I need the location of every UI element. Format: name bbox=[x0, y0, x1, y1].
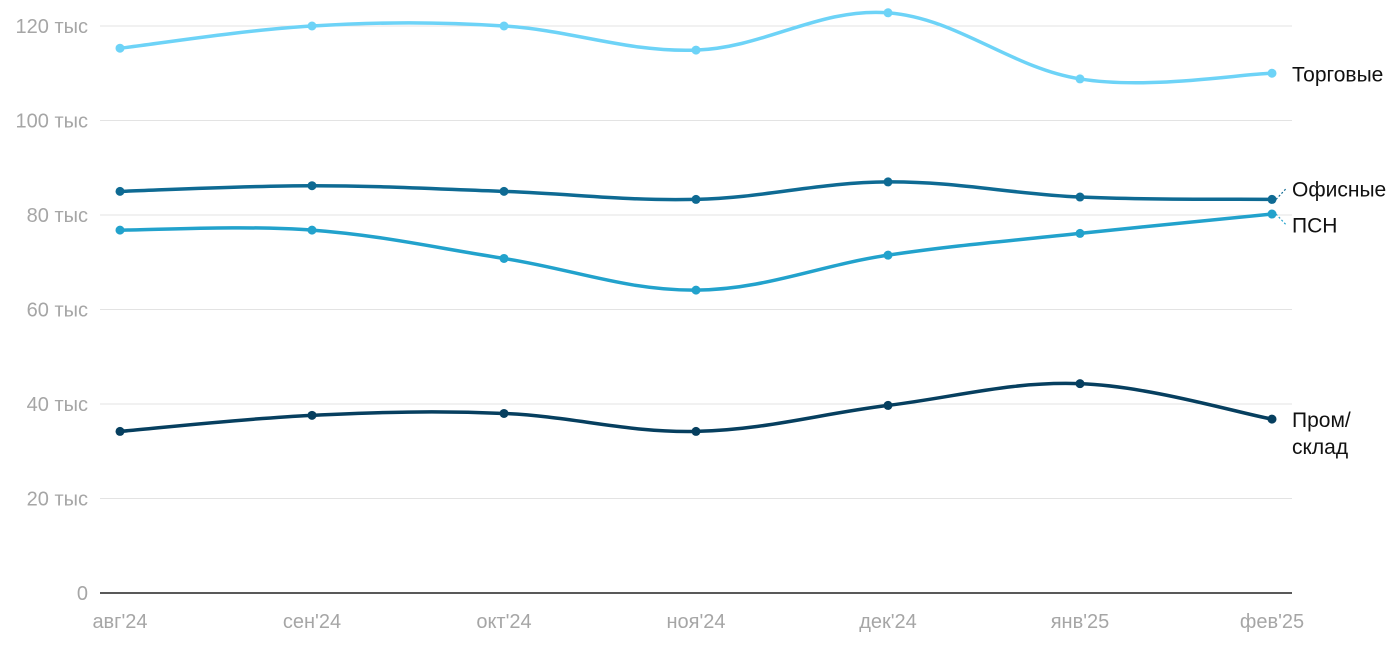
grid bbox=[100, 25, 1292, 594]
series-label-пром-склад: Пром/склад bbox=[1292, 409, 1351, 459]
y-tick-label: 20 тыс bbox=[27, 489, 88, 511]
data-point-торговые bbox=[115, 43, 125, 53]
series-line-псн bbox=[118, 212, 1274, 292]
series-label-псн: ПСН bbox=[1292, 215, 1337, 238]
y-tick-label: 120 тыс bbox=[16, 16, 88, 38]
data-point-пром-склад bbox=[307, 410, 317, 420]
series-line-пром-склад bbox=[118, 381, 1274, 434]
x-tick-label: дек'24 bbox=[859, 611, 917, 633]
data-point-псн bbox=[115, 225, 125, 235]
series-labels: Торговые Офисные ПСН Пром/склад bbox=[1275, 63, 1386, 459]
x-tick-label: сен'24 bbox=[283, 611, 341, 633]
y-tick-label: 40 тыс bbox=[27, 394, 88, 416]
label-leader-офисные bbox=[1275, 188, 1287, 200]
data-point-пром-склад bbox=[883, 400, 893, 410]
y-tick-label: 80 тыс bbox=[27, 205, 88, 227]
series-label-line: Торговые bbox=[1292, 63, 1383, 86]
data-point-торговые bbox=[883, 8, 893, 18]
x-tick-label: авг'24 bbox=[92, 611, 147, 633]
series-label-line: Пром/ bbox=[1292, 409, 1351, 432]
y-tick-label: 100 тыс bbox=[16, 111, 88, 133]
data-point-псн bbox=[883, 250, 893, 260]
data-point-псн bbox=[499, 253, 509, 263]
series-label-торговые: Торговые bbox=[1292, 63, 1383, 86]
x-tick-label: янв'25 bbox=[1051, 611, 1110, 633]
series-lines bbox=[115, 8, 1277, 436]
data-point-офисные bbox=[115, 186, 125, 196]
x-axis: авг'24 сен'24 окт'24 ноя'24 дек'24 янв'25 фев'… bbox=[92, 611, 1304, 633]
data-point-офисные bbox=[1075, 192, 1085, 202]
data-point-псн bbox=[1267, 209, 1277, 219]
data-point-офисные bbox=[307, 181, 317, 191]
y-tick-label: 60 тыс bbox=[27, 300, 88, 322]
data-point-торговые bbox=[1075, 74, 1085, 84]
data-point-псн bbox=[307, 225, 317, 235]
data-point-офисные bbox=[691, 194, 701, 204]
data-point-торговые bbox=[1267, 68, 1277, 78]
label-leader-псн bbox=[1275, 213, 1287, 226]
data-point-офисные bbox=[1267, 194, 1277, 204]
data-point-торговые bbox=[691, 45, 701, 55]
series-label-line: Офисные bbox=[1292, 179, 1386, 202]
data-point-пром-склад bbox=[1267, 414, 1277, 424]
data-point-торговые bbox=[307, 21, 317, 31]
series-label-офисные: Офисные bbox=[1292, 179, 1386, 202]
data-point-торговые bbox=[499, 21, 509, 31]
series-label-line: ПСН bbox=[1292, 215, 1337, 238]
data-point-псн bbox=[691, 285, 701, 295]
series-label-line: склад bbox=[1292, 436, 1348, 459]
x-tick-label: окт'24 bbox=[476, 611, 531, 633]
data-point-пром-склад bbox=[691, 426, 701, 436]
data-point-пром-склад bbox=[115, 426, 125, 436]
data-point-офисные bbox=[883, 177, 893, 187]
y-axis: 0 20 тыс 40 тыс 60 тыс 80 тыс 100 тыс 120 тыс bbox=[16, 16, 88, 605]
data-point-псн bbox=[1075, 228, 1085, 238]
x-tick-label: фев'25 bbox=[1240, 611, 1304, 633]
data-point-пром-склад bbox=[1075, 379, 1085, 389]
data-point-пром-склад bbox=[499, 408, 509, 418]
x-tick-label: ноя'24 bbox=[666, 611, 725, 633]
data-point-офисные bbox=[499, 186, 509, 196]
y-tick-label: 0 bbox=[77, 583, 88, 605]
